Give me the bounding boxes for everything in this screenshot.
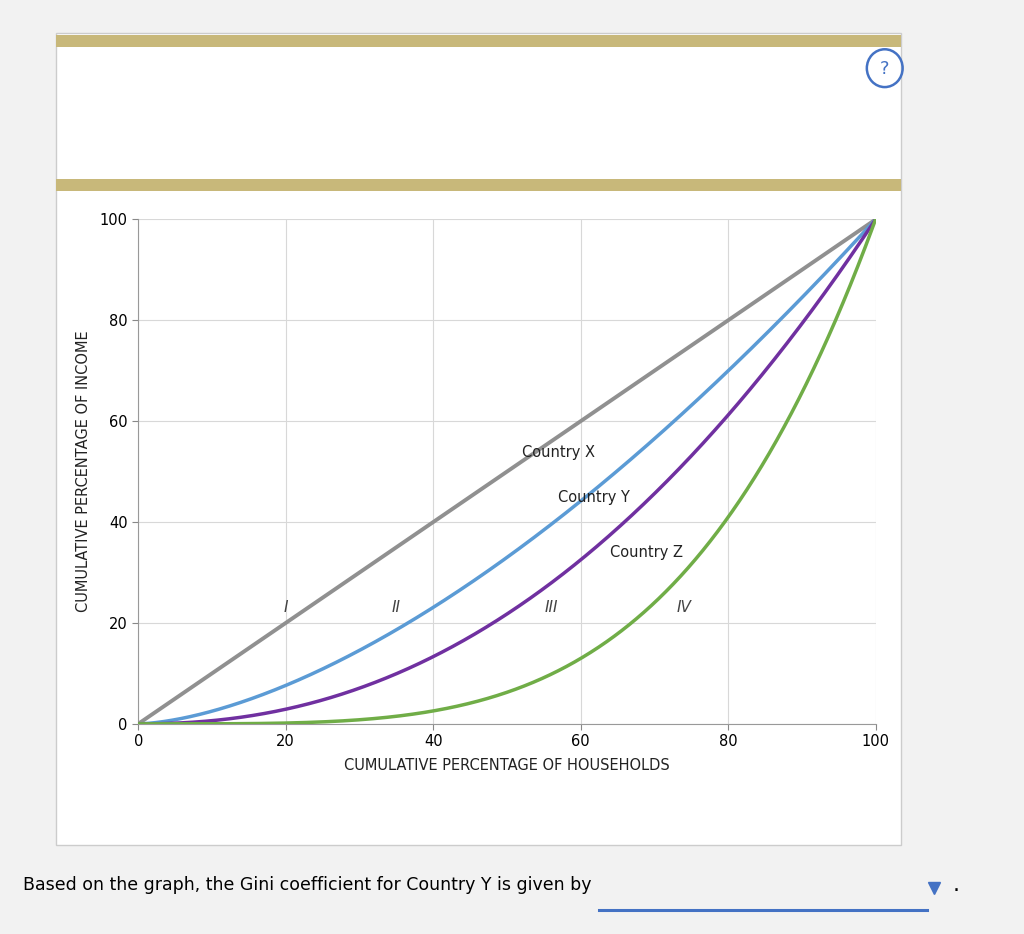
Text: .: . — [952, 875, 959, 896]
Text: IV: IV — [677, 601, 691, 616]
Text: I: I — [284, 601, 288, 616]
Text: Country Z: Country Z — [610, 545, 683, 560]
Text: Based on the graph, the Gini coefficient for Country Y is given by: Based on the graph, the Gini coefficient… — [23, 876, 591, 894]
Text: Country Y: Country Y — [558, 490, 631, 505]
Y-axis label: CUMULATIVE PERCENTAGE OF INCOME: CUMULATIVE PERCENTAGE OF INCOME — [77, 331, 91, 613]
X-axis label: CUMULATIVE PERCENTAGE OF HOUSEHOLDS: CUMULATIVE PERCENTAGE OF HOUSEHOLDS — [344, 757, 670, 772]
Text: III: III — [545, 601, 558, 616]
Text: II: II — [392, 601, 400, 616]
Text: ?: ? — [880, 61, 890, 78]
Text: Country X: Country X — [521, 445, 595, 460]
